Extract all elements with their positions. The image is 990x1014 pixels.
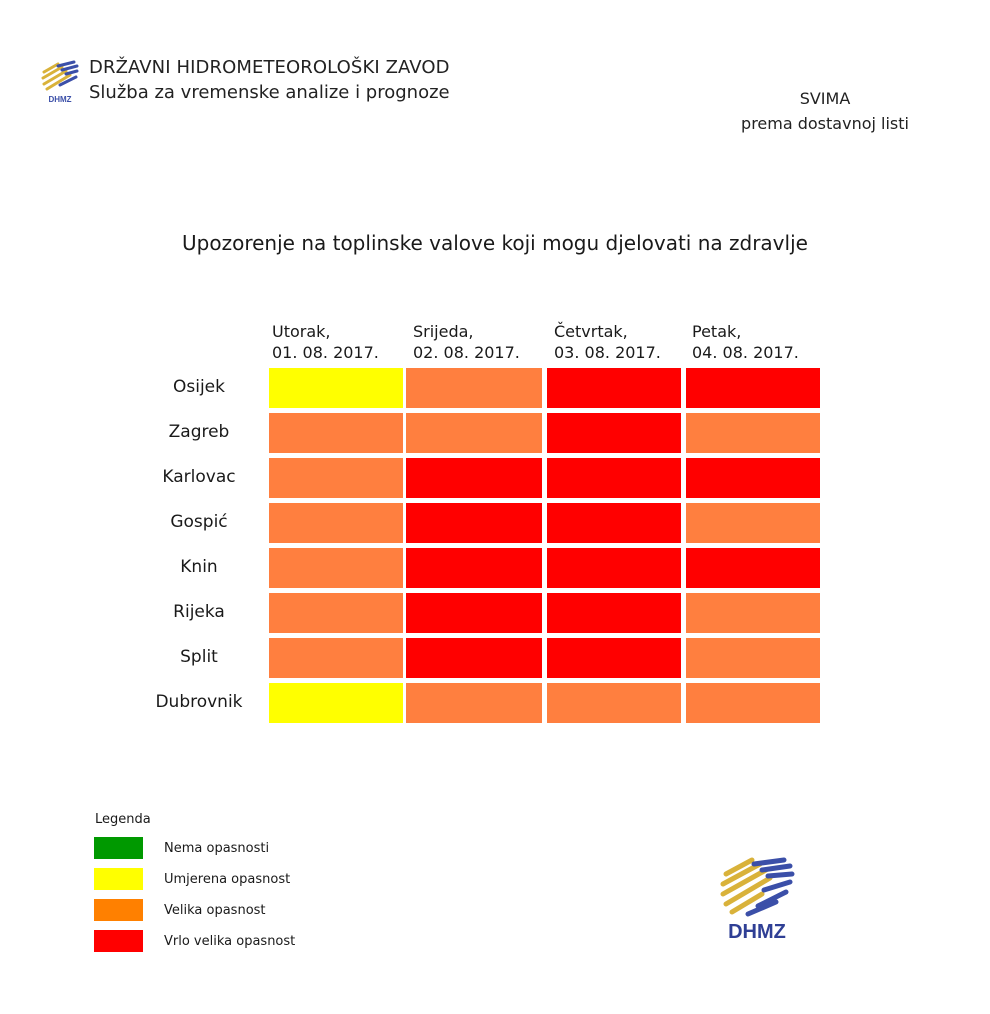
city-label: Gospić — [170, 512, 228, 532]
column-day: Četvrtak, — [554, 322, 628, 341]
legend-label-moderate: Umjerena opasnost — [164, 872, 291, 887]
organization-name: DRŽAVNI HIDROMETEOROLOŠKI ZAVOD — [89, 57, 450, 78]
warning-cell — [547, 683, 681, 723]
warning-cell — [547, 413, 681, 453]
column-day: Petak, — [692, 322, 742, 341]
warning-cell — [406, 683, 542, 723]
legend-label-high: Velika opasnost — [164, 903, 266, 918]
legend-title: Legenda — [95, 812, 151, 827]
legend-swatch-none — [94, 837, 143, 859]
warning-cell — [686, 638, 820, 678]
warning-cell — [686, 503, 820, 543]
warning-cell — [269, 413, 403, 453]
warning-cell — [686, 548, 820, 588]
warning-cell — [547, 368, 681, 408]
city-label: Split — [180, 647, 218, 667]
warning-cell — [406, 593, 542, 633]
warning-cell — [686, 413, 820, 453]
column-date: 03. 08. 2017. — [554, 343, 661, 362]
warning-cell — [686, 368, 820, 408]
legend-label-very-high: Vrlo velika opasnost — [164, 934, 296, 949]
column-date: 01. 08. 2017. — [272, 343, 379, 362]
column-header-4: Petak, 04. 08. 2017. — [692, 321, 799, 363]
warning-cell — [269, 548, 403, 588]
city-label: Karlovac — [162, 467, 236, 487]
column-date: 04. 08. 2017. — [692, 343, 799, 362]
legend-swatch-moderate — [94, 868, 143, 890]
svg-text:DHMZ: DHMZ — [728, 921, 786, 942]
warning-cell — [269, 683, 403, 723]
legend-label-none: Nema opasnosti — [164, 841, 270, 856]
department-name: Služba za vremenske analize i prognoze — [89, 82, 450, 103]
column-header-1: Utorak, 01. 08. 2017. — [272, 321, 379, 363]
warning-cell — [547, 458, 681, 498]
warning-cell — [406, 413, 542, 453]
warning-cell — [406, 638, 542, 678]
warning-cell — [547, 503, 681, 543]
warning-cell — [269, 368, 403, 408]
warning-cell — [406, 458, 542, 498]
warning-cell — [269, 503, 403, 543]
city-label: Dubrovnik — [155, 692, 243, 712]
column-header-2: Srijeda, 02. 08. 2017. — [413, 321, 520, 363]
warning-cell — [406, 503, 542, 543]
warning-cell — [686, 683, 820, 723]
warning-cell — [547, 593, 681, 633]
dhmz-logo-small: DHMZ — [40, 58, 80, 104]
city-label: Rijeka — [173, 602, 225, 622]
dhmz-logo-large: DHMZ — [718, 852, 796, 943]
legend-swatch-high — [94, 899, 143, 921]
column-date: 02. 08. 2017. — [413, 343, 520, 362]
legend-swatch-very-high — [94, 930, 143, 952]
warning-cell — [686, 458, 820, 498]
column-header-3: Četvrtak, 03. 08. 2017. — [554, 321, 661, 363]
warning-cell — [269, 593, 403, 633]
column-day: Utorak, — [272, 322, 331, 341]
warning-cell — [547, 638, 681, 678]
warning-cell — [547, 548, 681, 588]
recipient-line-1: SVIMA — [799, 89, 851, 108]
column-day: Srijeda, — [413, 322, 474, 341]
warning-cell — [406, 548, 542, 588]
recipient-line-2: prema dostavnoj listi — [741, 114, 909, 133]
svg-text:DHMZ: DHMZ — [48, 95, 71, 104]
warning-cell — [686, 593, 820, 633]
warning-cell — [406, 368, 542, 408]
document-title: Upozorenje na toplinske valove koji mogu… — [182, 231, 808, 255]
city-label: Osijek — [173, 377, 225, 397]
warning-cell — [269, 638, 403, 678]
city-label: Knin — [180, 557, 218, 577]
city-label: Zagreb — [168, 422, 230, 442]
warning-cell — [269, 458, 403, 498]
